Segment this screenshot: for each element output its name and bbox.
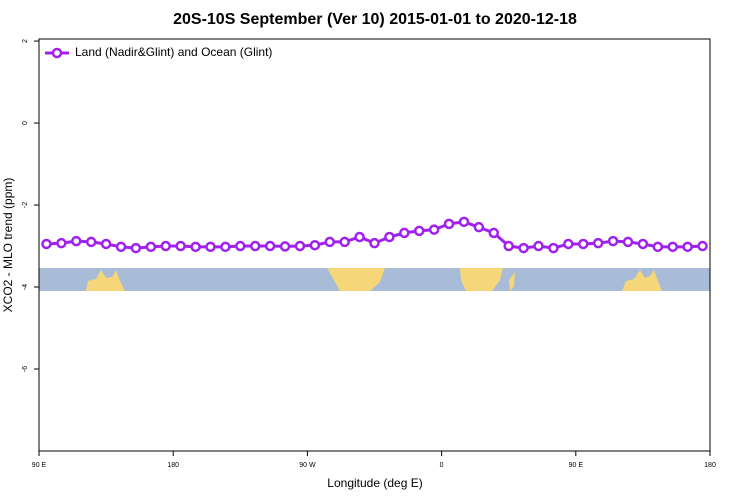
data-point xyxy=(71,235,82,247)
data-point xyxy=(324,236,336,248)
data-point xyxy=(85,236,97,248)
x-tick-label: 180 xyxy=(704,462,716,469)
data-point xyxy=(175,240,186,252)
data-point xyxy=(652,241,664,253)
data-point xyxy=(264,240,276,252)
x-axis-label: Longitude (deg E) xyxy=(327,476,422,490)
data-point xyxy=(384,231,395,243)
y-axis-label: XCO2 - MLO trend (ppm) xyxy=(1,178,15,313)
x-tick-label: 90 E xyxy=(32,462,47,469)
data-point xyxy=(309,239,321,251)
data-point xyxy=(592,237,604,249)
data-point xyxy=(56,237,67,249)
data-point xyxy=(115,241,127,253)
data-point xyxy=(548,242,559,254)
data-point xyxy=(697,240,708,252)
data-point xyxy=(518,242,529,254)
x-tick-label: 180 xyxy=(167,462,179,469)
data-point xyxy=(279,241,291,252)
data-point xyxy=(235,240,246,252)
data-point xyxy=(563,238,574,250)
data-point xyxy=(413,225,425,237)
data-point xyxy=(533,240,544,252)
data-point xyxy=(473,221,485,233)
data-point xyxy=(249,240,261,252)
data-point xyxy=(160,240,171,252)
data-point xyxy=(667,241,678,253)
data-point xyxy=(339,236,350,248)
data-point xyxy=(622,236,634,248)
data-point xyxy=(443,218,455,230)
data-point xyxy=(205,241,216,253)
legend-label: Land (Nadir&Glint) and Ocean (Glint) xyxy=(75,45,272,59)
map-strip xyxy=(39,268,710,291)
y-tick-label: -6 xyxy=(22,366,29,372)
legend-marker xyxy=(51,47,63,59)
y-tick-label: 0 xyxy=(22,121,29,125)
data-point xyxy=(369,237,380,249)
data-point xyxy=(294,240,306,252)
data-point xyxy=(682,241,693,253)
y-tick-label: 2 xyxy=(22,39,29,43)
data-point xyxy=(220,241,231,253)
x-tick-label: 0 xyxy=(440,462,444,469)
x-tick-label: 90 E xyxy=(569,462,584,469)
x-tick-label: 90 W xyxy=(299,462,316,469)
y-tick-label: -2 xyxy=(22,202,29,208)
data-point xyxy=(145,241,157,253)
data-point xyxy=(399,227,410,239)
data-point xyxy=(488,227,500,239)
data-point xyxy=(428,224,440,235)
data-point xyxy=(130,242,142,254)
data-point xyxy=(637,238,649,250)
data-point xyxy=(190,241,201,253)
data-point xyxy=(458,216,470,228)
chart-title: 20S-10S September (Ver 10) 2015-01-01 to… xyxy=(173,11,577,28)
y-tick-label: -4 xyxy=(22,284,29,290)
plot-frame xyxy=(38,38,711,452)
data-point xyxy=(354,231,365,243)
data-point xyxy=(503,240,514,252)
data-point xyxy=(607,235,619,247)
data-point xyxy=(100,238,112,250)
data-point xyxy=(41,238,52,250)
data-point xyxy=(578,238,589,250)
